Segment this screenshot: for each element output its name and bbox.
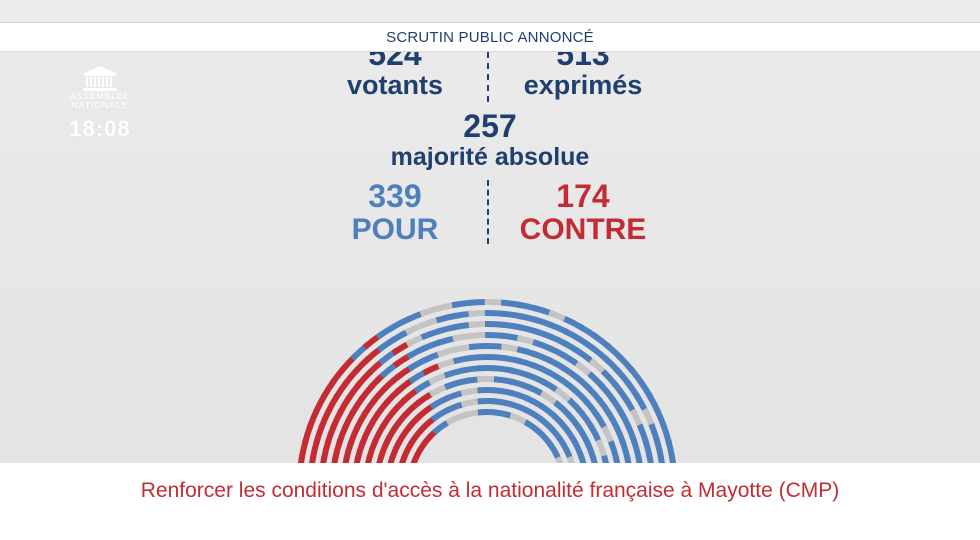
seat [554, 387, 574, 405]
seat [460, 387, 481, 397]
votants-label: votants [346, 70, 444, 100]
seat [412, 441, 427, 461]
seat [523, 419, 542, 435]
seat [389, 439, 403, 460]
seat [443, 367, 465, 379]
seat [429, 395, 450, 410]
seat [549, 427, 566, 446]
divider-bottom [487, 180, 489, 244]
seat [525, 383, 546, 398]
logo-line-1: ASSEMBLÉE [69, 91, 131, 101]
seat [565, 411, 582, 431]
seat [551, 413, 570, 432]
seat [404, 413, 423, 432]
seat [575, 424, 591, 445]
exprimes-label: exprimés [523, 70, 643, 100]
seat [444, 378, 465, 390]
seat [430, 407, 450, 423]
seat [414, 390, 435, 407]
seat [583, 439, 597, 460]
seat [493, 387, 514, 397]
seat [428, 371, 449, 386]
seat [366, 438, 379, 460]
majorite-value: 257 [463, 108, 517, 144]
seat [509, 412, 529, 426]
seat [460, 398, 481, 408]
seat [562, 425, 579, 445]
banner-title: SCRUTIN PUBLIC ANNONCÉ [386, 28, 594, 46]
seat [408, 427, 425, 446]
seat [377, 439, 391, 460]
seat [595, 438, 608, 460]
seat [567, 397, 585, 417]
seat [428, 383, 449, 398]
seat [553, 400, 572, 418]
seat [571, 439, 585, 460]
seat [402, 400, 421, 418]
seat [509, 378, 530, 390]
pour-value: 339 [368, 178, 422, 214]
seat [539, 403, 558, 420]
seat [587, 423, 603, 444]
assemblee-logo: ASSEMBLÉE NATIONALE 18:08 [52, 64, 148, 142]
seat [525, 371, 546, 386]
seat [392, 411, 409, 431]
seat [477, 409, 497, 416]
seat [539, 390, 560, 407]
majorite-label: majorité absolue [390, 143, 590, 171]
vote-subject: Renforcer les conditions d'accès à la na… [140, 479, 840, 502]
seat [559, 440, 574, 460]
seat [509, 389, 530, 402]
contre-value: 174 [556, 178, 610, 214]
seat [524, 395, 545, 410]
seat [395, 425, 412, 445]
logo-line-2: NATIONALE [71, 100, 129, 110]
seat [493, 365, 514, 374]
seat [493, 376, 514, 386]
seat [432, 419, 451, 435]
seat [445, 401, 465, 414]
seat [383, 424, 399, 445]
seat [389, 397, 407, 417]
majorite-stat: 257 majorité absolue [340, 110, 640, 172]
pour-stat: 339 POUR [310, 180, 480, 248]
seat [444, 389, 465, 402]
seat [445, 412, 465, 426]
pour-label: POUR [351, 213, 439, 246]
palais-bourbon-icon [83, 66, 117, 91]
seat [547, 441, 562, 461]
contre-stat: 174 CONTRE [498, 180, 668, 248]
seat [524, 407, 544, 423]
seat [536, 429, 554, 447]
seat [493, 398, 514, 408]
seat [509, 367, 531, 379]
contre-label: CONTRE [519, 213, 647, 246]
seat [400, 440, 415, 460]
seat [509, 401, 529, 414]
seat [461, 409, 481, 419]
seat [460, 376, 481, 386]
top-banner: SCRUTIN PUBLIC ANNONCÉ [0, 22, 980, 52]
clock: 18:08 [69, 116, 131, 141]
seat [493, 409, 513, 419]
seat [418, 415, 437, 433]
seat [413, 378, 434, 394]
divider-top [487, 52, 489, 102]
seat [537, 415, 556, 433]
seat [416, 403, 435, 420]
footer-banner: Renforcer les conditions d'accès à la na… [0, 463, 980, 540]
seat [420, 429, 438, 447]
seat [379, 409, 396, 430]
